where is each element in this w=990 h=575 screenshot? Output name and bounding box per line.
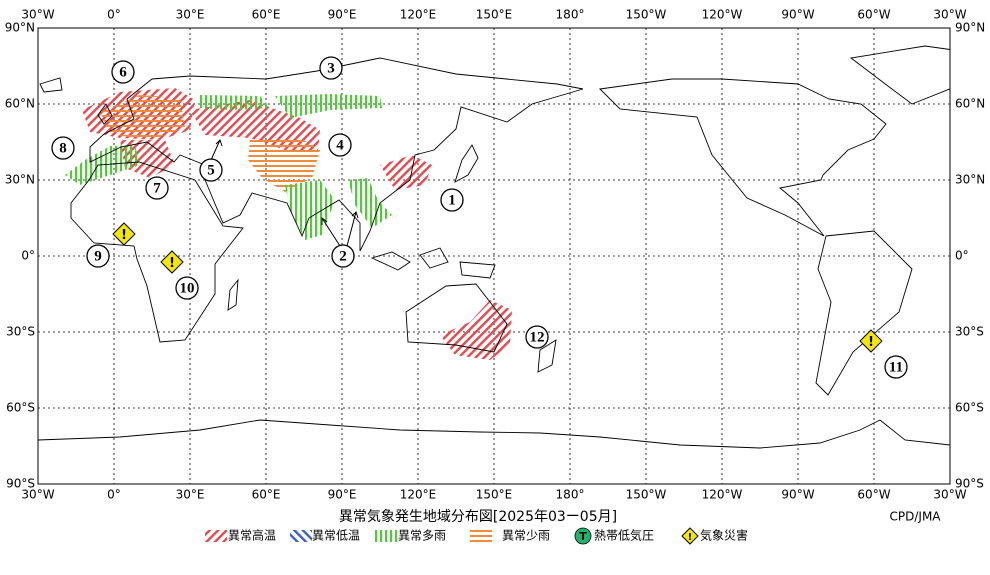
marker-circle [440, 188, 464, 212]
marker-number: 8 [59, 140, 67, 156]
marker-circle [51, 136, 75, 160]
marker-number: 7 [153, 180, 161, 196]
top-lon-label: 120°E [400, 8, 437, 22]
bottom-lon-label: 60°W [857, 488, 890, 502]
bottom-lon-label: 150°E [476, 488, 513, 502]
bottom-lon-label: 120°W [702, 488, 743, 502]
warning-symbol: ! [121, 228, 127, 243]
marker-number: 5 [207, 162, 215, 178]
marker-circle [319, 56, 343, 80]
left-lat-label: 90°N [5, 21, 35, 35]
top-lon-label: 30°E [176, 8, 205, 22]
map-title: 異常気象発生地域分布図[2025年03ー05月] [339, 509, 617, 525]
warning-symbol: ! [169, 256, 175, 271]
marker-circle [331, 244, 355, 268]
marker-number: 4 [336, 137, 344, 153]
marker-circle [328, 133, 352, 157]
warning-diamond [112, 222, 136, 246]
top-lon-label: 150°W [626, 8, 667, 22]
left-lat-label: 60°S [6, 401, 35, 415]
warning-diamond [859, 329, 883, 353]
right-lat-label: 30°S [955, 325, 984, 339]
warning-symbol: ! [688, 532, 692, 543]
legend: 異常高温 異常低温 異常多雨 異常少雨 T 熱帯低気圧! 気象災害 [205, 527, 748, 545]
right-lat-label: 90°S [955, 477, 984, 491]
marker-number: 11 [889, 359, 903, 375]
left-lat-label: 30°N [5, 173, 35, 187]
marker-circle [199, 158, 223, 182]
right-lat-label: 90°N [955, 21, 985, 35]
bottom-lon-label: 90°W [781, 488, 814, 502]
legend-label: 異常多雨 [398, 529, 446, 543]
marker-number: 9 [94, 248, 102, 264]
left-lat-label: 0° [21, 249, 35, 263]
top-lon-label: 0° [107, 8, 121, 22]
legend-swatch [375, 530, 397, 542]
map-area [38, 45, 950, 449]
anomaly-regions [65, 88, 512, 360]
left-lat-label: 90°S [6, 477, 35, 491]
marker-number: 2 [339, 248, 347, 264]
left-lat-label: 30°S [6, 325, 35, 339]
arrows [210, 139, 359, 247]
bottom-lon-label: 150°W [626, 488, 667, 502]
legend-cyclone-icon [574, 527, 592, 545]
right-lat-label: 60°N [955, 97, 985, 111]
map-frame [37, 27, 951, 485]
right-lat-label: 0° [955, 249, 969, 263]
legend-swatch [470, 530, 492, 542]
marker-circle [525, 325, 549, 349]
legend-swatch [205, 530, 227, 542]
bottom-lon-label: 0° [107, 488, 121, 502]
top-lon-label: 60°E [252, 8, 281, 22]
marker-circle [145, 176, 169, 200]
top-lon-label: 180° [556, 8, 585, 22]
top-lon-label: 60°W [857, 8, 890, 22]
bottom-lon-label: 30°W [21, 488, 54, 502]
bottom-lon-label: 30°E [176, 488, 205, 502]
bottom-lon-label: 90°E [328, 488, 357, 502]
warning-diamond [160, 250, 184, 274]
legend-swatch [290, 530, 312, 542]
warning-diamond [681, 527, 699, 545]
warning-symbol: ! [868, 335, 874, 350]
marker-circle [175, 276, 199, 300]
marker-circle [111, 60, 135, 84]
marker-number: 6 [119, 64, 127, 80]
right-lat-label: 30°N [955, 173, 985, 187]
marker-number: 3 [327, 60, 335, 76]
bottom-lon-label: 120°E [400, 488, 437, 502]
credit: CPD/JMA [890, 510, 942, 524]
top-lon-label: 150°E [476, 8, 513, 22]
legend-label: 熱帯低気圧 [594, 528, 654, 543]
top-lon-label: 120°W [702, 8, 743, 22]
top-lon-label: 90°W [781, 8, 814, 22]
bottom-lon-label: 30°W [933, 488, 966, 502]
top-lon-label: 30°W [21, 8, 54, 22]
bottom-lon-label: 60°E [252, 488, 281, 502]
legend-label: 異常低温 [312, 529, 360, 543]
left-lat-label: 60°N [5, 97, 35, 111]
legend-label: 気象災害 [700, 528, 748, 543]
marker-circle [86, 244, 110, 268]
marker-circle [884, 355, 908, 379]
legend-label: 異常少雨 [502, 529, 550, 543]
marker-number: 10 [180, 280, 195, 296]
legend-cyclone-symbol: T [579, 530, 587, 543]
marker-number: 1 [448, 192, 456, 208]
right-lat-label: 60°S [955, 401, 984, 415]
marker-number: 12 [530, 329, 545, 345]
axis-labels: 30°W30°W0°0°30°E30°E60°E60°E90°E90°E120°… [5, 8, 986, 502]
legend-label: 異常高温 [228, 528, 276, 543]
coastlines [38, 45, 950, 449]
top-lon-label: 90°E [328, 8, 357, 22]
bottom-lon-label: 180° [556, 488, 585, 502]
top-lon-label: 30°W [933, 8, 966, 22]
